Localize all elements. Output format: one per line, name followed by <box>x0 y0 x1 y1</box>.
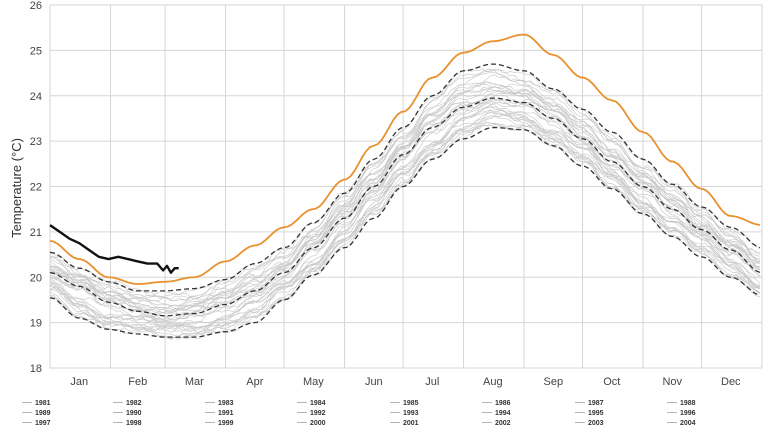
x-tick-label: Jul <box>425 376 439 388</box>
x-tick-label: Oct <box>603 376 620 388</box>
historical-year-line <box>49 68 761 299</box>
legend-label: 2004 <box>680 420 696 427</box>
historical-year-line <box>49 99 761 321</box>
legend-label: 1991 <box>218 410 234 417</box>
historical-year-line <box>49 89 761 314</box>
x-tick-label: Mar <box>185 376 204 388</box>
legend-label: 1989 <box>35 410 51 417</box>
x-tick-label: Nov <box>662 376 682 388</box>
historical-year-line <box>49 105 761 328</box>
x-tick-label: Dec <box>721 376 741 388</box>
x-tick-label: Feb <box>128 376 147 388</box>
legend-label: 1995 <box>588 410 604 417</box>
historical-year-line <box>49 88 761 313</box>
x-tick-label: Jan <box>70 376 88 388</box>
legend-label: 1982 <box>126 400 142 407</box>
historical-year-line <box>49 110 761 329</box>
legend-label: 1993 <box>403 410 419 417</box>
legend-label: 1984 <box>310 400 326 407</box>
y-tick-label: 21 <box>30 227 42 239</box>
historical-year-line <box>49 124 761 339</box>
legend-label: 2002 <box>495 420 511 427</box>
historical-year-line <box>49 93 761 318</box>
historical-year-line <box>49 74 761 305</box>
historical-year-line <box>49 101 761 322</box>
series-line-lower-bound <box>49 126 761 338</box>
historical-year-line <box>49 109 761 332</box>
legend-label: 1990 <box>126 410 142 417</box>
axes: 18 19 20 21 22 23 24 25 26 Jan Feb Mar Apr May Jun Jul A… <box>30 0 741 388</box>
historical-year-line <box>49 116 761 336</box>
series-line-mean <box>49 97 761 317</box>
grid <box>49 4 763 369</box>
legend-label: 2000 <box>310 420 326 427</box>
legend-label: 1988 <box>680 400 696 407</box>
y-axis-label: Temperature (°C) <box>9 138 24 238</box>
series-line-upper-bound <box>49 63 761 292</box>
historical-year-line <box>49 114 761 335</box>
legend-label: 1981 <box>35 400 51 407</box>
y-tick-label: 22 <box>30 182 42 194</box>
y-tick-label: 18 <box>30 363 42 375</box>
x-tick-label: Jun <box>365 376 383 388</box>
y-tick-label: 25 <box>30 45 42 57</box>
historical-year-line <box>49 82 761 312</box>
series-lines <box>49 33 761 338</box>
historical-year-line <box>49 88 761 314</box>
x-tick-label: Aug <box>483 376 503 388</box>
x-tick-label: Apr <box>246 376 263 388</box>
historical-year-line <box>49 68 761 302</box>
legend-label: 2001 <box>403 420 419 427</box>
historical-years <box>49 68 761 341</box>
series-line-max-year <box>49 33 761 285</box>
y-tick-label: 24 <box>30 91 42 103</box>
historical-year-line <box>49 92 761 318</box>
legend-label: 1999 <box>218 420 234 427</box>
legend-label: 1986 <box>495 400 511 407</box>
legend: 1981 1982 1983 1984 1985 1986 1987 1988 1989 1990… <box>22 400 696 427</box>
historical-year-line <box>49 81 761 307</box>
legend-label: 1996 <box>680 410 696 417</box>
legend-label: 1997 <box>35 420 51 427</box>
historical-year-line <box>49 104 761 328</box>
legend-label: 1985 <box>403 400 419 407</box>
historical-year-line <box>49 68 761 301</box>
y-tick-label: 26 <box>30 0 42 12</box>
historical-year-line <box>49 123 761 338</box>
legend-label: 1992 <box>310 410 326 417</box>
legend-label: 2003 <box>588 420 604 427</box>
y-tick-label: 20 <box>30 272 42 284</box>
legend-label: 1983 <box>218 400 234 407</box>
y-tick-label: 19 <box>30 318 42 330</box>
y-tick-label: 23 <box>30 136 42 148</box>
x-tick-label: May <box>303 376 324 388</box>
historical-year-line <box>49 85 761 311</box>
historical-year-line <box>49 101 761 324</box>
series-line-current-year <box>49 224 179 274</box>
x-tick-label: Sep <box>543 376 563 388</box>
legend-label: 1998 <box>126 420 142 427</box>
legend-label: 1987 <box>588 400 604 407</box>
legend-label: 1994 <box>495 410 511 417</box>
